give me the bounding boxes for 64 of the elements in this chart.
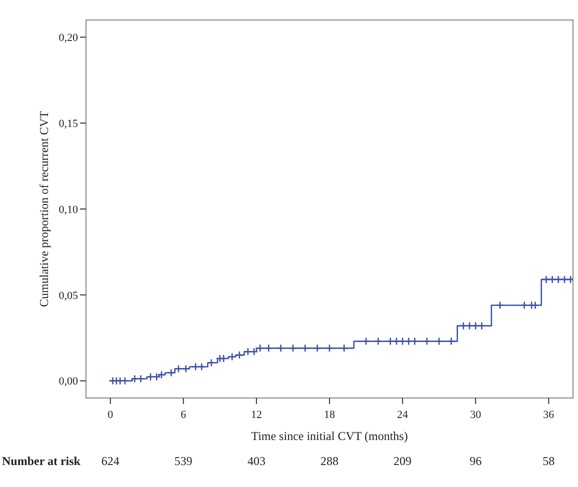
x-tick-label: 18 <box>324 409 336 421</box>
point <box>434 337 444 346</box>
y-tick-label: 0,20 <box>58 32 78 44</box>
point <box>146 372 155 382</box>
y-tick-label: 0,10 <box>58 204 78 216</box>
point <box>471 322 480 330</box>
x-tick-label: 36 <box>543 409 555 421</box>
point <box>386 337 395 346</box>
point <box>520 301 528 310</box>
point <box>422 337 432 346</box>
point <box>228 352 236 361</box>
point <box>542 275 550 284</box>
point <box>398 337 407 346</box>
y-tick-label: 0,15 <box>58 118 78 130</box>
point <box>276 344 285 352</box>
point <box>244 347 252 356</box>
point <box>207 358 216 367</box>
x-tick-label: 24 <box>397 409 409 421</box>
y-tick-label: 0,00 <box>58 376 78 388</box>
point <box>152 372 161 382</box>
point <box>374 337 382 346</box>
point <box>182 364 190 373</box>
point <box>325 344 334 352</box>
text: 539 <box>174 454 192 468</box>
y-axis-title: Cumulative proportion of recurrent CVT <box>37 110 51 307</box>
point <box>235 350 244 360</box>
text: 209 <box>394 454 412 468</box>
point <box>447 337 456 346</box>
x-tick-label: 6 <box>180 409 187 421</box>
point <box>174 364 183 373</box>
point <box>459 322 468 330</box>
point <box>250 347 258 356</box>
point <box>404 337 413 346</box>
text: 403 <box>247 454 266 468</box>
point <box>288 344 298 352</box>
point <box>130 374 139 383</box>
x-tick-label: 12 <box>250 409 262 421</box>
point <box>264 344 273 352</box>
point <box>478 322 486 330</box>
point <box>362 337 370 346</box>
point <box>548 275 556 284</box>
point <box>340 344 348 352</box>
x-axis-title: Time since initial CVT (months) <box>251 429 408 443</box>
text: 624 <box>101 454 120 468</box>
point <box>392 337 401 346</box>
point <box>465 322 474 330</box>
text: 58 <box>542 454 555 468</box>
point <box>410 337 419 346</box>
point <box>198 362 206 371</box>
y-tick-label: 0,05 <box>58 290 78 302</box>
text: 96 <box>470 454 482 468</box>
text: Number at risk <box>2 454 81 468</box>
text: 288 <box>320 454 338 468</box>
point <box>496 301 504 310</box>
point <box>136 374 145 383</box>
point <box>554 275 563 284</box>
point <box>167 368 176 377</box>
point <box>191 362 200 371</box>
point <box>560 275 569 284</box>
point <box>120 376 130 385</box>
point <box>301 344 310 352</box>
x-tick-label: 30 <box>470 409 482 421</box>
point <box>313 344 322 352</box>
x-tick-label: 0 <box>108 409 114 421</box>
